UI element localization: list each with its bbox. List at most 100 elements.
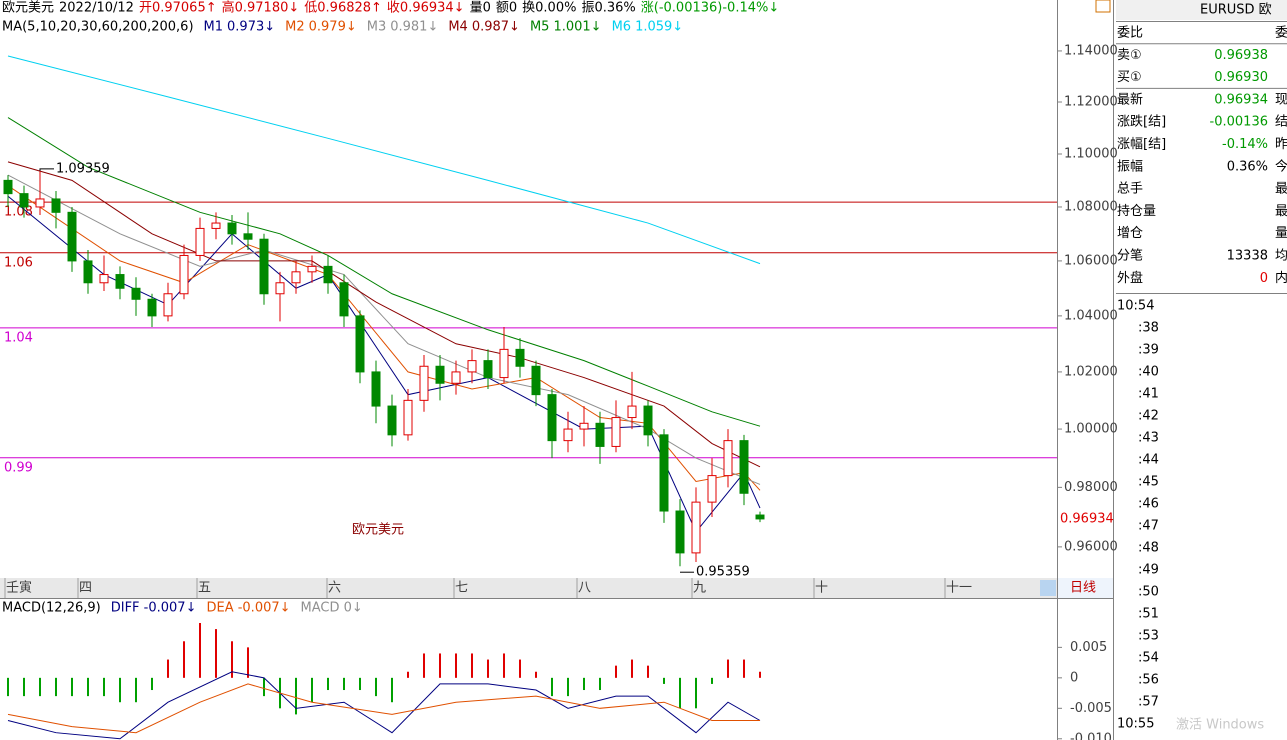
macd-legend: DEA -0.007↓ xyxy=(206,601,290,616)
period-button[interactable]: 日线 xyxy=(1070,581,1096,596)
header-field: 高0.97180↓ xyxy=(222,0,300,16)
quote-label: 涨跌[结] xyxy=(1117,114,1166,130)
quote-tail: 量 xyxy=(1275,226,1287,241)
header-field: 额0 xyxy=(496,1,517,16)
candle-body xyxy=(83,260,93,284)
candle-body xyxy=(739,440,749,494)
candle-body xyxy=(707,475,717,503)
quote-value: 0.96938 xyxy=(1214,48,1268,63)
tick-time: :42 xyxy=(1138,409,1159,424)
tick-time: :56 xyxy=(1138,673,1159,688)
level-label: 1.06 xyxy=(4,255,33,270)
quote-label: 外盘 xyxy=(1117,270,1143,286)
y-tick-label: 0.005 xyxy=(1070,640,1107,655)
quote-label: 最新 xyxy=(1117,91,1143,107)
ma-legend-title: MA(5,10,20,30,60,200,200,6) xyxy=(2,20,194,35)
legend-name: M2 xyxy=(285,20,305,35)
candle-body xyxy=(195,227,205,256)
header-field: 开0.97065↑ xyxy=(139,1,217,16)
quote-tail: 最 xyxy=(1275,182,1287,197)
header-field: 收0.96934↓ xyxy=(387,1,465,16)
quote-label: 持仓量 xyxy=(1117,204,1156,219)
period-label: 五 xyxy=(198,581,211,596)
y-tick-label: 1.02000 xyxy=(1064,364,1118,379)
legend-value: 0.979↓ xyxy=(309,20,357,35)
candle-body xyxy=(467,360,477,373)
candle-body xyxy=(51,198,61,213)
candle-body xyxy=(403,399,413,436)
period-label: 四 xyxy=(79,581,92,596)
candle-body xyxy=(163,293,173,317)
tick-time: :39 xyxy=(1138,343,1159,358)
candle-body xyxy=(643,405,653,436)
ma-line xyxy=(7,161,761,468)
quote-tail: 昨 xyxy=(1275,137,1287,152)
quote-value: 0.96930 xyxy=(1214,70,1268,85)
y-tick-label: 1.00000 xyxy=(1064,422,1118,437)
candle-body xyxy=(499,348,509,379)
tick-time: :47 xyxy=(1138,519,1159,534)
annotation-label: 0.95359 xyxy=(696,565,750,580)
ma-line xyxy=(7,55,761,265)
candle-body xyxy=(675,510,685,554)
candle-body xyxy=(659,434,669,512)
quote-label: 分笔 xyxy=(1117,248,1143,264)
header-field: 低0.96828↑ xyxy=(304,1,382,16)
header-field: 振0.36% xyxy=(581,1,635,16)
candle-body xyxy=(131,287,141,300)
tick-time: :51 xyxy=(1138,607,1159,622)
quote-tail: 委 xyxy=(1275,26,1287,41)
candle-body xyxy=(243,233,253,240)
tick-time: :53 xyxy=(1138,629,1159,644)
panel-icon[interactable] xyxy=(1095,0,1111,13)
quote-tail: 现 xyxy=(1275,92,1287,107)
candle-body xyxy=(611,417,621,447)
level-label: 0.99 xyxy=(4,460,33,475)
candle-body xyxy=(483,360,493,379)
period-button-bg[interactable] xyxy=(1058,578,1113,598)
candle-body xyxy=(227,222,237,235)
y-tick-label: 1.12000 xyxy=(1064,95,1118,110)
legend-value: 0.973↓ xyxy=(227,20,275,35)
candle-body xyxy=(387,405,397,436)
tick-time: :54 xyxy=(1138,651,1159,666)
legend-name: M5 xyxy=(530,20,550,35)
candle-body xyxy=(339,282,349,317)
quote-label: 委比 xyxy=(1117,26,1143,41)
quote-title: EURUSD 欧 xyxy=(1200,3,1272,18)
level-label: 1.04 xyxy=(4,330,33,345)
candle-body xyxy=(35,198,45,208)
quote-label: 振幅 xyxy=(1117,159,1143,174)
quote-label: 卖① xyxy=(1117,48,1142,63)
tick-time: :40 xyxy=(1138,365,1159,380)
tick-time: :38 xyxy=(1138,321,1159,336)
candle-body xyxy=(147,298,157,317)
legend-value: 0.987↓ xyxy=(472,20,520,35)
candle-body xyxy=(563,428,573,442)
quote-tail: 内 xyxy=(1275,270,1287,286)
y-tick-label: 1.06000 xyxy=(1064,253,1118,268)
legend-name: M4 xyxy=(448,20,468,35)
last-price-bg xyxy=(1058,510,1112,527)
annotation-label: 1.09359 xyxy=(56,161,110,176)
quote-label: 总手 xyxy=(1117,182,1143,197)
candle-body xyxy=(547,394,557,442)
scroll-thumb[interactable] xyxy=(1040,580,1056,596)
candle-body xyxy=(515,348,525,367)
period-label: 十一 xyxy=(946,581,972,596)
candle-body xyxy=(579,422,589,430)
quote-label: 增仓 xyxy=(1117,226,1143,241)
candle-body xyxy=(179,254,189,295)
quote-value: 0 xyxy=(1260,271,1268,286)
y-tick-label: 1.08000 xyxy=(1064,199,1118,214)
header-field: 换0.00% xyxy=(522,1,576,16)
y-tick-label: -0.010 xyxy=(1070,731,1112,740)
watermark: 激活 Windows xyxy=(1176,718,1264,733)
time-scrollbar[interactable] xyxy=(0,578,1057,598)
candle-body xyxy=(67,211,77,262)
candle-body xyxy=(691,501,701,554)
candle-body xyxy=(595,422,605,447)
header-field: 量0 xyxy=(470,1,491,16)
